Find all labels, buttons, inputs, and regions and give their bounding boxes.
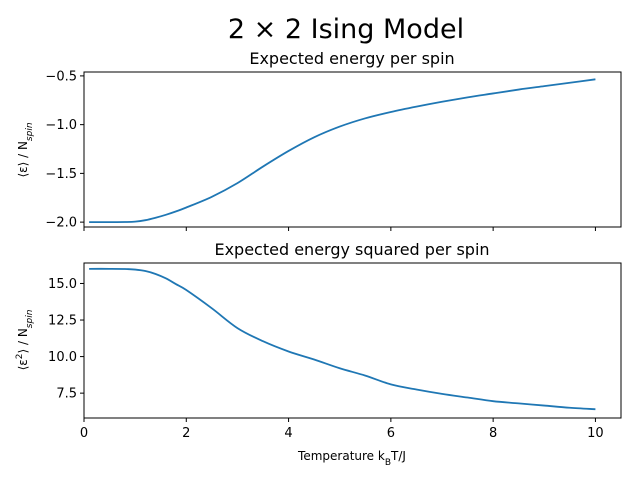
panel-energy: Expected energy per spin ⟨ε⟩ / Nspin −2.… <box>16 49 622 231</box>
x-tick-label: 8 <box>489 426 497 441</box>
y-tick-label: −0.5 <box>45 69 77 84</box>
y-tick-label: −1.0 <box>45 118 77 133</box>
y-tick-label: 10.0 <box>48 350 77 365</box>
panel-energy-title: Expected energy per spin <box>249 49 454 68</box>
x-tick-label: 10 <box>587 426 604 441</box>
y-tick-label: −2.0 <box>45 216 77 231</box>
series-line-energy <box>89 78 596 224</box>
y-tick-label: 12.5 <box>48 314 77 329</box>
panel-energy-squared-frame <box>83 262 622 419</box>
series-line-energy-squared <box>89 267 596 411</box>
panel-energy-squared-ylabel: ⟨ε2⟩ / Nspin <box>15 309 35 370</box>
x-tick-label: 2 <box>182 426 190 441</box>
y-tick-label: 15.0 <box>48 277 77 292</box>
x-tick-label: 0 <box>80 426 88 441</box>
figure-suptitle: 2 × 2 Ising Model <box>228 14 464 45</box>
panel-energy-squared-title: Expected energy squared per spin <box>214 240 489 259</box>
x-tick-label: 4 <box>284 426 292 441</box>
y-tick-label: −1.5 <box>45 167 77 182</box>
panel-energy-ylabel: ⟨ε⟩ / Nspin <box>16 122 35 177</box>
x-tick-label: 6 <box>387 426 395 441</box>
x-axis-label: Temperature kBT/J <box>297 449 406 468</box>
panel-energy-squared: Expected energy squared per spin ⟨ε2⟩ / … <box>15 240 622 441</box>
panel-energy-frame <box>83 71 622 228</box>
y-tick-label: 7.5 <box>56 387 77 402</box>
